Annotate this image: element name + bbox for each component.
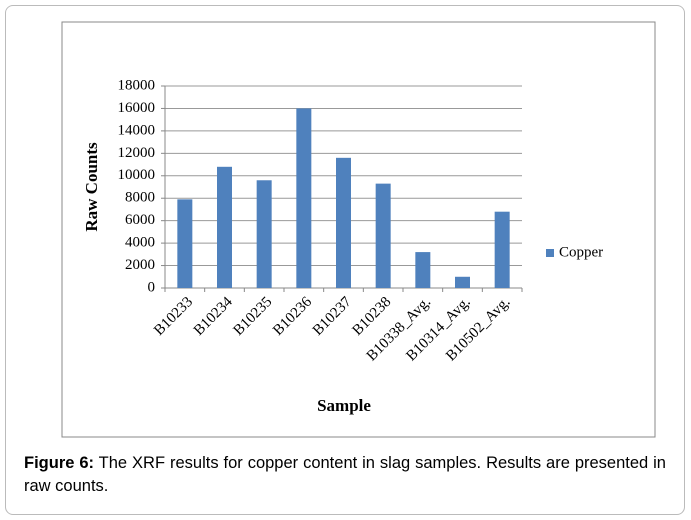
y-tick-label: 14000 (118, 122, 156, 138)
y-tick-label: 18000 (118, 77, 156, 93)
y-tick-label: 16000 (118, 100, 156, 116)
chart: Raw Counts Sample 0 2000 4000 6000 8000 10000… (61, 21, 656, 438)
chart-frame (61, 21, 656, 438)
x-axis-title: Sample (317, 396, 371, 415)
bar (296, 108, 312, 288)
bar (415, 252, 431, 288)
caption: Figure 6: The XRF results for copper con… (24, 452, 666, 498)
caption-text: The XRF results for copper content in sl… (24, 454, 666, 495)
bar (217, 166, 232, 288)
y-tick-label: 4000 (125, 235, 155, 251)
y-tick-label: 12000 (118, 145, 156, 161)
legend-label: Copper (559, 244, 603, 260)
y-tick-label: 10000 (118, 167, 156, 183)
bar (336, 157, 351, 288)
bar (256, 180, 272, 288)
bar (455, 276, 470, 288)
figure-border (5, 5, 685, 515)
bar (177, 199, 193, 288)
y-tick-label: 8000 (125, 190, 155, 206)
bar (494, 211, 510, 288)
y-tick-label: 2000 (125, 257, 155, 273)
y-tick-label: 0 (148, 279, 156, 295)
bar (375, 183, 391, 288)
y-axis-title: Raw Counts (82, 142, 101, 232)
caption-label: Figure 6: (24, 454, 95, 472)
y-tick-label: 6000 (125, 212, 155, 228)
legend-swatch (546, 249, 554, 257)
